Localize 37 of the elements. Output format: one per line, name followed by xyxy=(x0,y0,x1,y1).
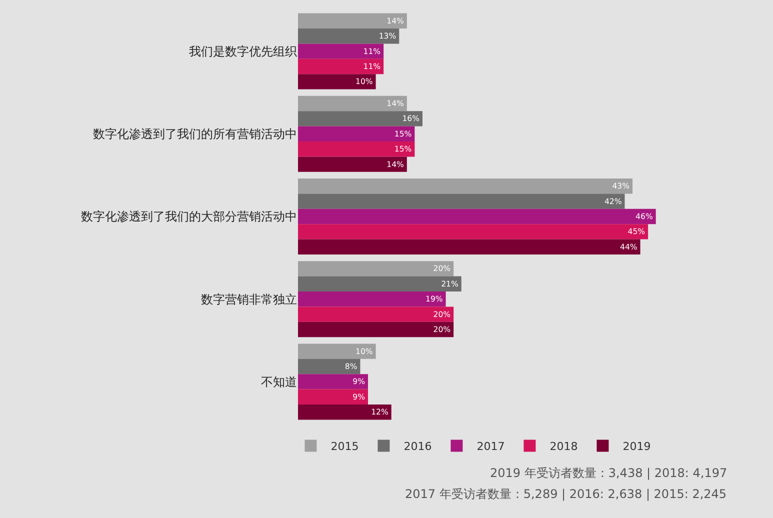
bar xyxy=(298,44,384,59)
bar xyxy=(298,239,640,254)
bar xyxy=(298,194,625,209)
bar xyxy=(298,96,407,112)
bar xyxy=(298,404,392,420)
bar xyxy=(298,322,454,338)
legend-label: 2018 xyxy=(550,440,578,454)
legend-label: 2019 xyxy=(622,440,651,454)
y-tick-label: 不知道 xyxy=(261,374,297,389)
bar xyxy=(298,306,454,322)
y-tick-label: 数字营销非常独立 xyxy=(201,292,297,306)
bar xyxy=(298,292,446,307)
bar xyxy=(298,142,415,157)
legend-label: 2016 xyxy=(404,440,432,454)
y-tick-label: 我们是数字优先组织 xyxy=(189,44,297,58)
y-tick-label: 数字化渗透到了我们的所有营销活动中 xyxy=(93,127,297,142)
bar xyxy=(298,276,462,292)
bar xyxy=(298,13,407,28)
bar xyxy=(298,358,360,374)
bar xyxy=(298,28,400,44)
legend-label: 2015 xyxy=(330,440,359,454)
bar xyxy=(298,178,633,194)
bar xyxy=(298,224,648,240)
bar xyxy=(298,111,422,126)
bar xyxy=(298,389,368,404)
text: 2017 年受访者数量：5,289 | 2016: 2,638 | 2015: 2,245 xyxy=(405,487,727,501)
bar xyxy=(298,58,384,74)
bar xyxy=(298,156,407,172)
bar xyxy=(298,126,415,142)
bar xyxy=(298,208,656,224)
y-tick-label: 数字化渗透到了我们的大部分营销活动中 xyxy=(81,210,297,224)
text: 2019 年受访者数量：3,438 | 2018: 4,197 xyxy=(490,466,728,480)
bar xyxy=(298,74,376,90)
legend-label: 2017 xyxy=(476,440,505,454)
bar xyxy=(298,261,454,276)
bar xyxy=(298,344,376,359)
bar xyxy=(298,374,368,390)
